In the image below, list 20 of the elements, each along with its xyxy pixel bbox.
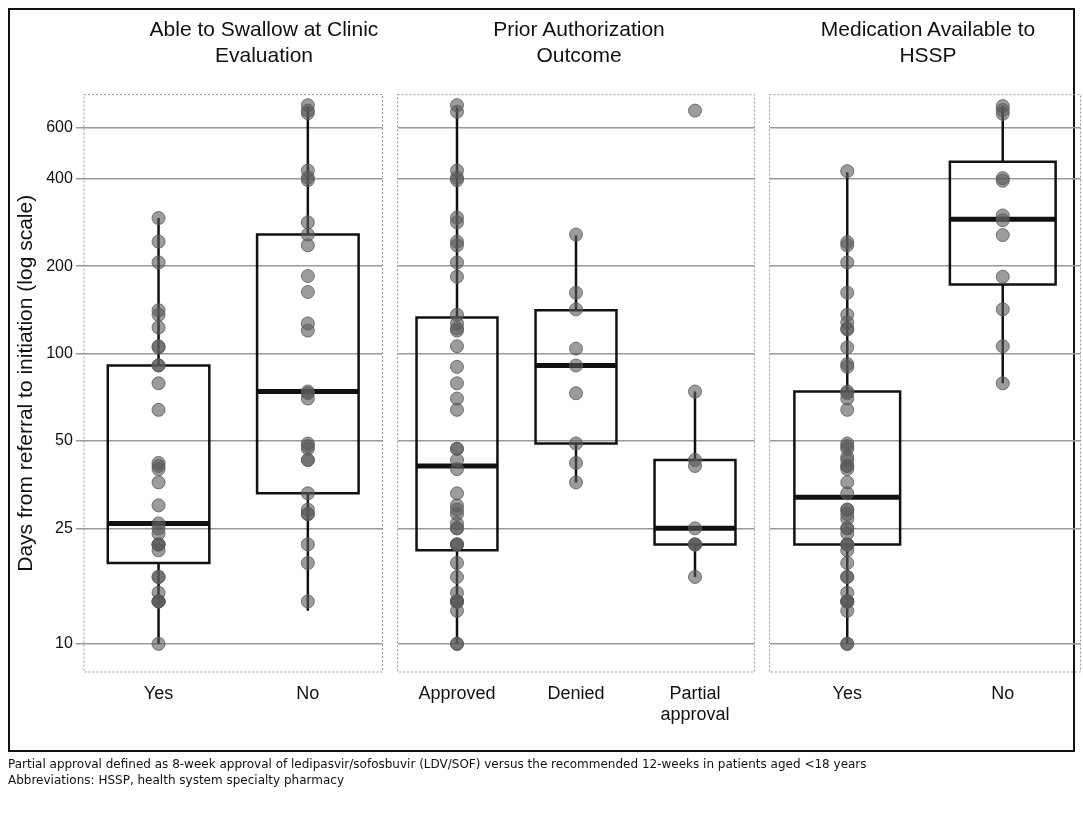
- text: Abbreviations: HSSP, health system specialty pharmacy: [8, 772, 346, 788]
- x-tick-label: Denied: [547, 682, 605, 703]
- chart-title: Able to Swallow at Clinic Evaluation: [148, 16, 380, 68]
- y-tick-label: 50: [55, 431, 73, 449]
- chart-title: Medication Available to HSSP: [819, 16, 1037, 68]
- y-tick-label: 200: [46, 256, 73, 274]
- y-tick-label: 600: [46, 118, 73, 136]
- y-tick-label: 100: [46, 343, 73, 361]
- x-tick-label: Approved: [418, 682, 496, 703]
- y-tick-label: 25: [55, 518, 73, 536]
- chart-title: Prior Authorization Outcome: [492, 16, 666, 68]
- y-tick-label: 10: [55, 634, 73, 652]
- x-tick-label: Yes: [143, 682, 174, 703]
- x-tick-label: No: [991, 682, 1015, 703]
- x-tick-label: Partial approval: [660, 682, 730, 725]
- x-tick-label: No: [296, 682, 320, 703]
- y-axis-title: Days from referral to initiation (log scale): [13, 194, 37, 572]
- y-tick-label: 400: [46, 169, 73, 187]
- text: Partial approval defined as 8-week approval of ledipasvir/sofosbuvir (LDV/SOF) versus the recommended 12-weeks in patients aged <18 years: [8, 756, 868, 772]
- x-tick-label: Yes: [832, 682, 862, 703]
